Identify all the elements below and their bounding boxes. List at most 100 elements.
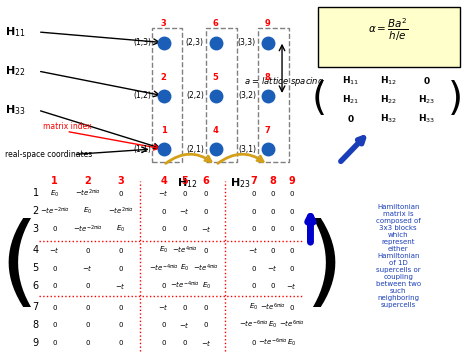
Text: $-te^{-6\pi i\alpha}$: $-te^{-6\pi i\alpha}$	[257, 337, 288, 348]
Text: $-te^{-4\pi i\alpha}$: $-te^{-4\pi i\alpha}$	[170, 280, 200, 291]
Text: $\mathbf{H}_{12}$: $\mathbf{H}_{12}$	[380, 74, 397, 87]
Text: $0$: $0$	[182, 224, 188, 234]
Text: $0$: $0$	[85, 281, 91, 290]
Text: $\mathbf{H}_{12}$: $\mathbf{H}_{12}$	[177, 176, 198, 190]
Text: $-t$: $-t$	[158, 189, 169, 198]
Text: $-te^{-6\pi i\alpha}$: $-te^{-6\pi i\alpha}$	[238, 319, 269, 331]
Text: $0$: $0$	[203, 246, 209, 255]
Text: $0$: $0$	[289, 207, 294, 216]
Text: $E_0$: $E_0$	[83, 206, 92, 216]
Text: $-t$: $-t$	[286, 281, 297, 291]
Text: $E_0$: $E_0$	[50, 189, 59, 198]
Text: $0$: $0$	[289, 224, 294, 234]
Text: $-te^{6\pi i\alpha}$: $-te^{6\pi i\alpha}$	[279, 319, 304, 331]
Text: $\mathbf{H}_{32}$: $\mathbf{H}_{32}$	[380, 112, 397, 125]
Text: $-te^{-4\pi i\alpha}$: $-te^{-4\pi i\alpha}$	[148, 262, 179, 274]
Text: 5: 5	[182, 176, 188, 186]
Text: $\mathbf{H}_{33}$: $\mathbf{H}_{33}$	[5, 103, 26, 117]
Text: $-t$: $-t$	[116, 281, 126, 291]
Bar	[258, 28, 289, 162]
Text: $0$: $0$	[203, 189, 209, 198]
Text: $0$: $0$	[270, 281, 275, 290]
Text: $0$: $0$	[289, 189, 294, 198]
Text: $0$: $0$	[161, 281, 166, 290]
Text: $\mathbf{H}_{11}$: $\mathbf{H}_{11}$	[5, 25, 25, 39]
Text: $0$: $0$	[118, 338, 124, 347]
Text: $-t$: $-t$	[201, 338, 211, 348]
Text: $-t$: $-t$	[248, 245, 259, 255]
Text: $\mathbf{H}_{11}$: $\mathbf{H}_{11}$	[342, 74, 359, 87]
Text: $-t$: $-t$	[49, 245, 60, 255]
Text: 9: 9	[265, 20, 271, 28]
Text: $-t$: $-t$	[180, 206, 190, 216]
Text: $0$: $0$	[182, 302, 188, 312]
Text: $0$: $0$	[289, 302, 294, 312]
Text: $0$: $0$	[270, 207, 275, 216]
Text: $0$: $0$	[52, 281, 57, 290]
Text: $0$: $0$	[289, 246, 294, 255]
Text: $0$: $0$	[161, 320, 166, 329]
Text: $-t$: $-t$	[267, 263, 278, 273]
Text: 1: 1	[51, 176, 58, 186]
Text: (3,1): (3,1)	[238, 144, 256, 154]
Text: $0$: $0$	[203, 320, 209, 329]
Text: $0$: $0$	[118, 263, 124, 273]
Text: $a$ = lattice spacing: $a$ = lattice spacing	[244, 75, 325, 88]
Text: 5: 5	[32, 263, 39, 273]
Text: $0$: $0$	[52, 263, 57, 273]
Text: $0$: $0$	[52, 224, 57, 234]
Text: $E_0$: $E_0$	[268, 320, 277, 330]
Text: 4: 4	[160, 176, 167, 186]
Text: $\mathbf{H}_{22}$: $\mathbf{H}_{22}$	[5, 64, 25, 78]
Text: real-space coordinates: real-space coordinates	[5, 150, 92, 159]
Text: $0$: $0$	[289, 263, 294, 273]
Text: 1: 1	[33, 189, 38, 198]
Text: $-te^{4\pi i\alpha}$: $-te^{4\pi i\alpha}$	[172, 245, 198, 256]
Text: $0$: $0$	[203, 207, 209, 216]
Text: $E_0$: $E_0$	[180, 263, 190, 273]
Text: $0$: $0$	[182, 338, 188, 347]
Text: $E_0$: $E_0$	[249, 302, 258, 312]
Text: 3: 3	[33, 224, 38, 234]
Text: $-t$: $-t$	[180, 320, 190, 330]
Text: $-te^{2\pi i\alpha}$: $-te^{2\pi i\alpha}$	[108, 206, 134, 217]
Text: $0$: $0$	[52, 302, 57, 312]
Text: $-te^{-2\pi i\alpha}$: $-te^{-2\pi i\alpha}$	[73, 223, 103, 235]
Text: $0$: $0$	[118, 302, 124, 312]
Text: 2: 2	[84, 176, 91, 186]
Text: matrix index: matrix index	[43, 121, 91, 131]
FancyBboxPatch shape	[318, 7, 460, 67]
Text: Hamiltonian
matrix is
composed of
3x3 blocks
which
represent
either
Hamiltonian
: Hamiltonian matrix is composed of 3x3 bl…	[375, 204, 421, 307]
Text: $0$: $0$	[270, 224, 275, 234]
Bar	[206, 28, 237, 162]
Text: 5: 5	[213, 73, 219, 82]
Text: $\mathbf{H}_{23}$: $\mathbf{H}_{23}$	[230, 176, 251, 190]
Text: $0$: $0$	[85, 338, 91, 347]
Text: (2,3): (2,3)	[186, 38, 204, 47]
Text: $-te^{2\pi i\alpha}$: $-te^{2\pi i\alpha}$	[75, 188, 100, 199]
Text: ): )	[448, 80, 463, 119]
Text: 2: 2	[32, 206, 39, 216]
Text: 4: 4	[213, 126, 219, 135]
Text: $0$: $0$	[118, 320, 124, 329]
Text: $0$: $0$	[52, 338, 57, 347]
Text: $0$: $0$	[251, 224, 256, 234]
Text: 3: 3	[161, 20, 166, 28]
Text: 2: 2	[161, 73, 166, 82]
Text: $0$: $0$	[251, 263, 256, 273]
Text: $-te^{6\pi i\alpha}$: $-te^{6\pi i\alpha}$	[260, 301, 285, 313]
Text: $E_0$: $E_0$	[116, 224, 126, 234]
Text: $E_0$: $E_0$	[201, 281, 211, 291]
Text: 7: 7	[32, 302, 39, 312]
Text: 8: 8	[269, 176, 276, 186]
Text: $E_0$: $E_0$	[159, 245, 168, 255]
Text: 8: 8	[265, 73, 271, 82]
Text: $-t$: $-t$	[201, 224, 211, 234]
Text: $-t$: $-t$	[82, 263, 93, 273]
Text: (: (	[0, 218, 39, 315]
Text: $0$: $0$	[251, 189, 256, 198]
Text: $\mathbf{H}_{22}$: $\mathbf{H}_{22}$	[380, 93, 397, 106]
Text: (1,3): (1,3)	[134, 38, 152, 47]
Text: 1: 1	[161, 126, 166, 135]
Text: $-te^{-2\pi i\alpha}$: $-te^{-2\pi i\alpha}$	[39, 206, 70, 217]
